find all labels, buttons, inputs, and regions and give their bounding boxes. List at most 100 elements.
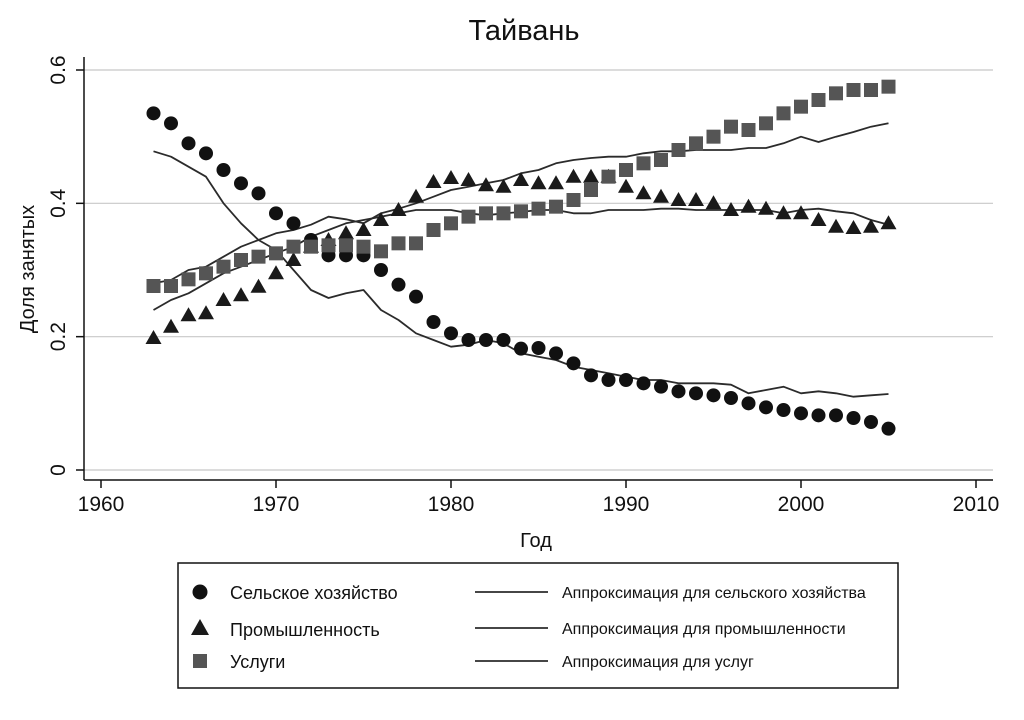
point-agriculture xyxy=(374,263,388,277)
point-services xyxy=(444,216,458,231)
point-services xyxy=(251,249,266,264)
point-industry xyxy=(390,202,407,216)
point-services xyxy=(514,204,528,219)
point-services xyxy=(759,116,773,131)
y-tick-label: 0.2 xyxy=(47,322,70,351)
point-agriculture xyxy=(391,277,406,292)
point-services xyxy=(636,156,651,171)
point-agriculture xyxy=(199,146,213,161)
point-services xyxy=(566,193,581,207)
point-industry xyxy=(810,212,827,226)
point-services xyxy=(811,93,826,107)
point-industry xyxy=(145,330,162,344)
point-services xyxy=(356,239,371,254)
point-industry xyxy=(828,218,844,233)
point-agriculture xyxy=(794,406,808,421)
point-services xyxy=(339,238,353,253)
fit-line-agriculture xyxy=(153,150,889,398)
point-industry xyxy=(233,287,249,302)
point-services xyxy=(706,129,721,144)
point-agriculture xyxy=(444,326,458,341)
point-agriculture xyxy=(864,415,878,429)
point-agriculture xyxy=(286,216,301,231)
point-services xyxy=(829,86,843,101)
point-agriculture xyxy=(724,391,738,405)
legend-label-industry-fit: Аппроксимация для промышленности xyxy=(562,621,846,638)
point-agriculture xyxy=(601,373,616,387)
point-industry xyxy=(443,170,459,184)
point-services xyxy=(619,163,633,177)
point-industry xyxy=(250,278,267,293)
point-industry xyxy=(408,188,424,203)
legend-label-services-fit: Аппроксимация для услуг xyxy=(562,654,754,671)
point-industry xyxy=(180,307,197,322)
legend-label-industry: Промышленность xyxy=(230,620,380,640)
axis-ticks xyxy=(76,69,977,488)
axis-tick-labels: 0 0.2 0.4 0.6 1960 1970 1980 1990 2000 2010 xyxy=(47,55,999,516)
point-services xyxy=(146,279,161,293)
point-agriculture xyxy=(759,400,773,415)
legend-label-agriculture: Сельское хозяйство xyxy=(230,583,398,603)
point-industry xyxy=(425,174,442,188)
point-industry xyxy=(723,202,739,216)
point-industry xyxy=(478,177,494,192)
point-industry xyxy=(583,168,599,183)
point-services xyxy=(286,239,301,254)
point-agriculture xyxy=(881,421,896,436)
point-industry xyxy=(285,252,302,266)
point-agriculture xyxy=(776,403,791,417)
point-services xyxy=(409,236,423,251)
point-industry xyxy=(355,222,372,236)
point-agriculture xyxy=(566,356,581,371)
point-industry xyxy=(565,168,582,183)
point-industry xyxy=(198,305,214,320)
point-services xyxy=(531,201,546,216)
point-agriculture xyxy=(146,106,161,121)
data-points xyxy=(145,79,897,436)
point-agriculture xyxy=(461,333,476,347)
y-axis-label: Доля занятых xyxy=(17,205,39,333)
point-agriculture xyxy=(619,373,633,387)
point-industry xyxy=(618,178,634,193)
legend-marker-circle xyxy=(192,584,208,600)
point-services xyxy=(374,244,388,259)
point-agriculture xyxy=(269,206,283,221)
point-industry xyxy=(863,218,879,233)
point-industry xyxy=(215,292,232,306)
point-services xyxy=(724,119,738,134)
point-agriculture xyxy=(496,333,511,347)
legend-box xyxy=(177,562,899,689)
x-tick-label: 1970 xyxy=(253,493,300,516)
point-industry xyxy=(373,212,389,226)
point-industry xyxy=(548,175,564,190)
point-agriculture xyxy=(479,333,493,347)
point-services xyxy=(181,272,196,287)
point-industry xyxy=(530,175,547,190)
chart-title: Тайвань xyxy=(468,15,579,47)
point-industry xyxy=(460,172,477,186)
point-agriculture xyxy=(181,136,196,151)
point-services xyxy=(776,106,791,121)
point-services xyxy=(199,266,213,281)
point-industry xyxy=(793,205,809,220)
legend-marker-triangle xyxy=(191,619,209,635)
y-tick-label: 0.4 xyxy=(47,188,70,218)
point-services xyxy=(479,206,493,221)
point-agriculture xyxy=(689,386,703,401)
point-agriculture xyxy=(846,411,861,425)
x-tick-label: 2010 xyxy=(953,493,1000,516)
point-industry xyxy=(163,318,179,333)
point-industry xyxy=(495,178,512,193)
point-industry xyxy=(653,188,669,203)
point-agriculture xyxy=(216,163,231,177)
point-industry xyxy=(338,225,354,240)
point-agriculture xyxy=(671,384,686,399)
point-services xyxy=(496,206,511,221)
point-agriculture xyxy=(549,346,563,361)
point-agriculture xyxy=(409,289,423,304)
point-agriculture xyxy=(426,315,441,329)
y-tick-label: 0.6 xyxy=(47,55,70,84)
legend-marker-square xyxy=(193,654,207,668)
point-industry xyxy=(268,265,284,280)
